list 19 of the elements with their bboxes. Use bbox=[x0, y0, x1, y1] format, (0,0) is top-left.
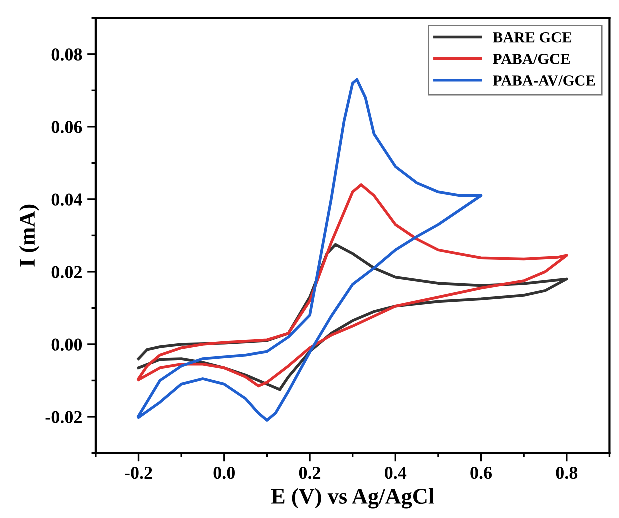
x-tick-label: -0.2 bbox=[125, 466, 152, 480]
x-tick-label: 0.6 bbox=[470, 466, 492, 480]
legend-label: PABA/GCE bbox=[493, 54, 570, 64]
line-series bbox=[137, 78, 483, 422]
line-series bbox=[137, 184, 568, 388]
y-tick-label: -0.02 bbox=[46, 411, 82, 424]
y-tick-label: 0.02 bbox=[52, 266, 82, 278]
legend-label: BARE GCE bbox=[493, 32, 572, 43]
y-tick-label: 0.08 bbox=[52, 48, 82, 61]
x-tick-label: 0.8 bbox=[556, 466, 578, 480]
legend-label: PABA-AV/GCE bbox=[493, 76, 596, 86]
y-tick-label: 0.04 bbox=[52, 194, 82, 206]
x-axis-title: E (V) vs Ag/AgCl bbox=[271, 488, 434, 509]
y-tick-label: 0.00 bbox=[52, 338, 82, 351]
x-tick-label: 0.0 bbox=[214, 466, 235, 480]
y-axis-title: I (mA) bbox=[19, 204, 40, 267]
x-tick-label: 0.4 bbox=[385, 466, 407, 480]
y-tick-label: 0.06 bbox=[52, 121, 82, 134]
x-tick-label: 0.2 bbox=[299, 466, 321, 480]
